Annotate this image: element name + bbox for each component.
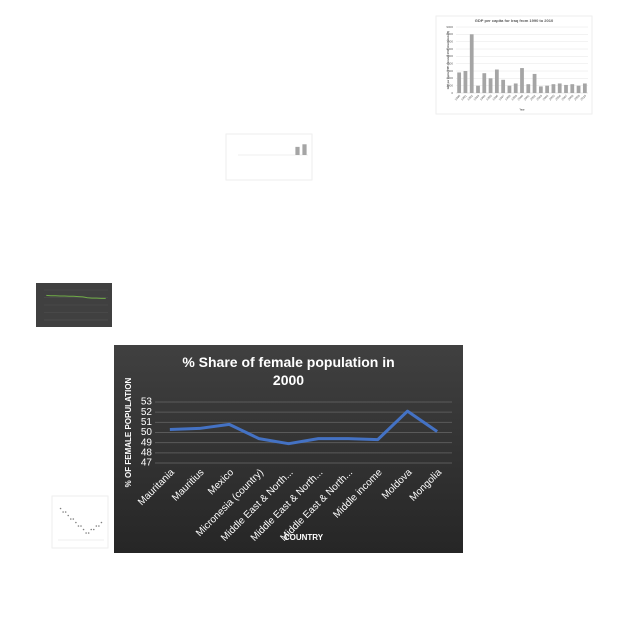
bar xyxy=(469,34,474,93)
chart-background xyxy=(51,495,109,549)
bar xyxy=(557,83,562,93)
chart-background xyxy=(225,133,313,181)
x-tick-label: 1998 xyxy=(504,94,512,102)
x-tick-label: 2005 xyxy=(548,94,556,102)
scatter-point xyxy=(62,511,64,513)
x-tick-label: 1999 xyxy=(510,94,518,102)
y-tick-label: 1000 xyxy=(446,83,453,87)
bar xyxy=(570,84,575,93)
scatter-point xyxy=(90,528,93,531)
bar xyxy=(295,146,300,155)
y-tick-label: 4000 xyxy=(446,61,453,65)
y-tick-label: 3000 xyxy=(446,69,453,73)
bar xyxy=(582,83,587,93)
x-axis-label: Year xyxy=(519,109,524,112)
x-tick-label: 1995 xyxy=(485,94,493,102)
y-tick-label: 50 xyxy=(141,427,153,438)
data-line xyxy=(46,294,106,299)
scatter-point xyxy=(69,518,72,520)
x-axis-label: COUNTRY xyxy=(284,533,324,542)
chart-background xyxy=(114,345,463,553)
y-tick-label: 6000 xyxy=(446,47,453,51)
x-tick-label: 2006 xyxy=(554,94,562,102)
y-tick-label: 0 xyxy=(451,91,453,95)
scatter-point xyxy=(98,525,100,527)
bar xyxy=(576,85,581,93)
bar xyxy=(520,68,524,93)
bar xyxy=(532,73,537,93)
x-tick-label: 1990 xyxy=(454,94,462,102)
y-axis-label: % OF FEMALE POPULATION xyxy=(124,377,133,487)
scatter-point xyxy=(87,532,90,534)
x-tick-label: 2003 xyxy=(535,94,543,102)
scatter-point xyxy=(100,521,103,524)
bar xyxy=(457,72,462,93)
scatter-point xyxy=(64,511,67,513)
x-tick-label: 1992 xyxy=(466,94,474,102)
scatter-point xyxy=(67,514,70,517)
x-tick-label: 2001 xyxy=(523,94,531,102)
y-tick-label: 8000 xyxy=(446,32,453,36)
x-tick-label: 2002 xyxy=(529,94,537,102)
x-tick-label: 2007 xyxy=(561,94,569,102)
bar xyxy=(507,85,512,93)
bar xyxy=(501,79,506,93)
bar xyxy=(545,85,550,93)
y-axis-label: GDP per capita, PPP (constant 2017 inter… xyxy=(447,31,450,90)
bar xyxy=(482,73,487,93)
y-tick-label: 49 xyxy=(141,437,153,448)
x-tick-label: 1994 xyxy=(479,94,487,102)
scatter-point xyxy=(80,525,82,527)
bar xyxy=(564,84,568,93)
bar xyxy=(538,86,543,93)
x-tick-label: 1996 xyxy=(491,94,499,102)
x-tick-label: 2010 xyxy=(579,94,587,102)
scatter-point xyxy=(75,521,77,524)
y-tick-label: 5000 xyxy=(446,54,453,58)
chart-title: % Share of female population in 2000 xyxy=(182,354,394,388)
chart-title: GDP per capita for Iraq from 1990 to 201… xyxy=(475,18,554,23)
bar xyxy=(526,84,531,93)
scatter-point xyxy=(72,518,75,520)
scatter-point xyxy=(59,507,62,510)
bar xyxy=(551,84,556,93)
scatter-point xyxy=(82,528,85,531)
y-tick-label: 52 xyxy=(141,407,153,418)
y-tick-label: 51 xyxy=(141,417,153,428)
bar xyxy=(494,69,499,93)
y-tick-label: 2000 xyxy=(446,76,453,80)
y-tick-label: 7000 xyxy=(446,39,453,43)
chart-background xyxy=(435,15,593,115)
scatter-point xyxy=(77,525,80,527)
y-tick-label: 48 xyxy=(141,447,153,458)
bar xyxy=(302,144,307,155)
bar xyxy=(513,83,518,93)
x-tick-label: 2004 xyxy=(542,94,550,102)
bar xyxy=(476,85,480,93)
x-tick-label: 2008 xyxy=(567,94,575,102)
data-line xyxy=(169,409,438,446)
scatter-point xyxy=(95,525,98,527)
x-tick-label: 2009 xyxy=(573,94,581,102)
scatter-point xyxy=(85,532,87,534)
bar xyxy=(463,71,468,93)
y-tick-label: 47 xyxy=(141,458,153,469)
x-tick-label: 1991 xyxy=(460,94,468,102)
scatter-point xyxy=(92,528,95,531)
x-tick-label: 1997 xyxy=(498,94,506,102)
y-tick-label: 53 xyxy=(141,397,153,408)
bar xyxy=(488,78,493,93)
x-tick-label: 1993 xyxy=(473,94,481,102)
x-tick-label: 2000 xyxy=(517,94,525,102)
y-tick-label: 9000 xyxy=(446,25,453,29)
